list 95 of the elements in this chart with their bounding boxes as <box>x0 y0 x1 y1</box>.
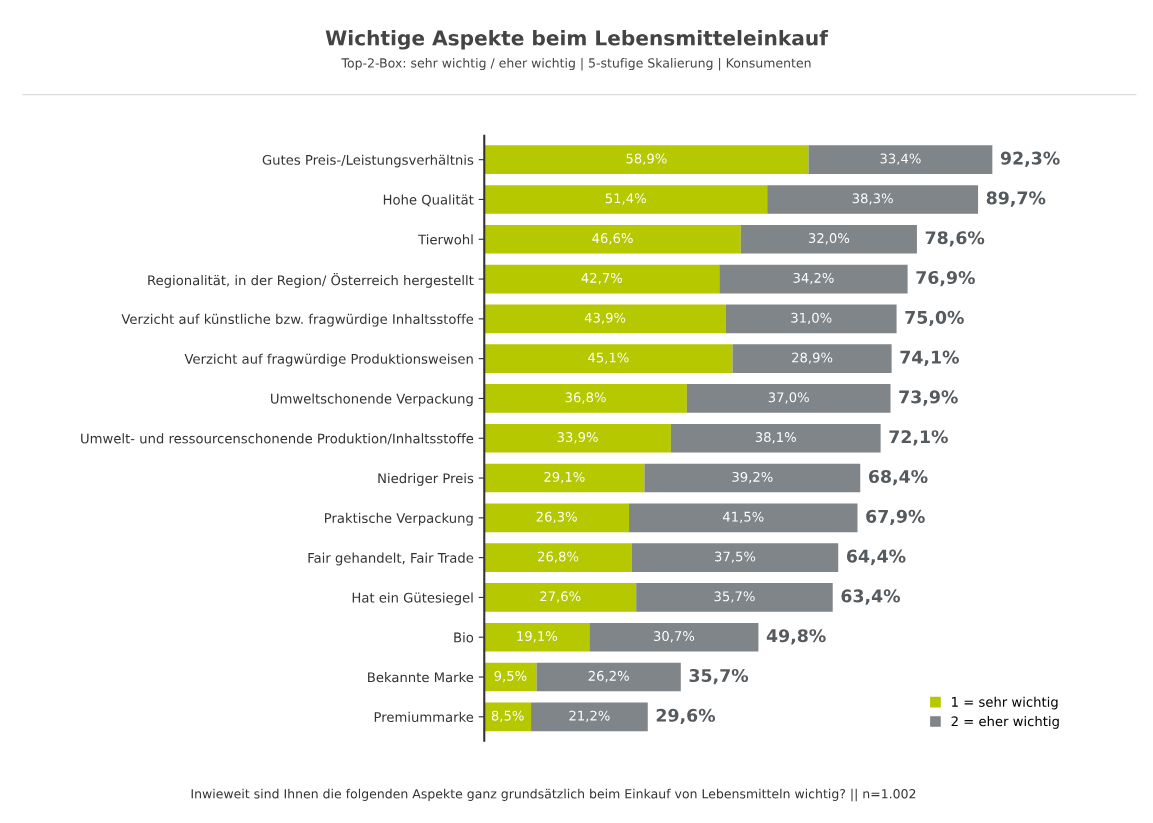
bar <box>484 185 768 214</box>
total-label: 64,4% <box>846 549 906 565</box>
y-tick-label: Niedriger Preis <box>378 473 474 486</box>
bar <box>644 463 861 493</box>
data-label: 29,1% <box>544 471 585 484</box>
data-label: 45,1% <box>588 352 629 364</box>
total-label: 75,0% <box>905 310 964 327</box>
data-label: 26,8% <box>538 551 579 563</box>
y-tick-label: Gutes Preis-/Leistungsverhältnis <box>262 154 474 168</box>
bar <box>686 384 891 413</box>
y-tick-label: Premiummarke <box>374 711 474 723</box>
bar <box>484 662 537 692</box>
total-label: 67,9% <box>866 509 925 526</box>
total-label: 68,4% <box>868 469 928 486</box>
bar <box>484 622 590 652</box>
bar <box>484 583 637 612</box>
total-label: 76,9% <box>916 270 975 287</box>
total-label: 92,3% <box>1000 151 1060 167</box>
y-tick-label: Tierwohl <box>418 234 473 245</box>
total-label: 72,1% <box>889 430 948 446</box>
bar <box>484 304 726 334</box>
data-label: 27,6% <box>540 591 581 603</box>
data-label: 33,4% <box>880 153 921 165</box>
total-label: 29,6% <box>656 708 716 725</box>
data-label: 38,1% <box>755 432 796 444</box>
data-label: 26,2% <box>588 670 629 683</box>
data-label: 46,6% <box>592 233 633 245</box>
bar <box>484 463 645 493</box>
bar <box>536 662 681 692</box>
bar <box>484 224 741 254</box>
y-tick-label: Regionalität, in der Region/ Österreich hergestellt <box>148 273 474 288</box>
data-label: 51,4% <box>605 193 646 205</box>
bar <box>484 344 733 373</box>
bar <box>484 145 809 174</box>
bar <box>484 702 532 732</box>
total-label: 74,1% <box>900 350 959 366</box>
bar <box>767 185 979 214</box>
bar <box>631 543 839 572</box>
bar <box>484 264 720 294</box>
data-label: 42,7% <box>581 272 623 285</box>
bar <box>740 224 917 254</box>
y-tick-label: Bekannte Marke <box>368 672 474 683</box>
y-tick-label: Hohe Qualität <box>383 194 474 207</box>
bar <box>484 423 671 453</box>
data-label: 21,2% <box>569 710 610 722</box>
text: Inwieweit sind Ihnen die folgenden Aspekte ganz grundsätzlich beim Einkauf von Lebensmitteln wichtig? || n=1.002 <box>191 788 916 802</box>
chart-title: Wichtige Aspekte beim Lebensmitteleinkauf <box>325 29 829 50</box>
bar <box>484 384 687 413</box>
data-label: 19,1% <box>517 631 558 643</box>
bar <box>808 145 993 174</box>
data-label: 38,3% <box>852 193 893 205</box>
y-tick-label: Verzicht auf fragwürdige Produktionsweisen <box>184 353 473 367</box>
data-label: 33,9% <box>557 432 598 444</box>
data-label: 37,5% <box>715 551 756 563</box>
y-tick-label: Fair gehandelt, Fair Trade <box>308 552 474 566</box>
data-label: 41,5% <box>722 511 764 524</box>
data-label: 37,0% <box>768 392 809 404</box>
bar <box>589 622 759 652</box>
data-label: 8,5% <box>491 710 524 722</box>
data-label: 32,0% <box>808 233 850 245</box>
bar <box>636 583 833 612</box>
total-label: 63,4% <box>841 589 901 605</box>
data-label: 30,7% <box>653 631 695 643</box>
total-label: 78,6% <box>925 231 985 247</box>
data-label: 28,9% <box>792 352 833 364</box>
data-label: 58,9% <box>626 153 667 165</box>
bar <box>484 543 632 572</box>
bar <box>484 503 630 533</box>
y-tick-label: Umwelt- und ressourcenschonende Produktion/Inhaltsstoffe <box>81 433 474 445</box>
data-label: 36,8% <box>565 392 606 404</box>
bar <box>719 264 908 294</box>
y-tick-label: Praktische Verpackung <box>325 512 473 526</box>
chart-subtitle: Top-2-Box: sehr wichtig / eher wichtig | 5-stufige Skalierung | Konsumenten <box>341 57 811 71</box>
bar <box>531 702 648 732</box>
legend-label: 2 = eher wichtig <box>951 716 1059 729</box>
legend-label: 1 = sehr wichtig <box>952 696 1058 710</box>
bar <box>670 423 881 453</box>
y-tick-label: Hat ein Gütesiegel <box>352 592 473 606</box>
bar <box>732 344 892 373</box>
data-label: 43,9% <box>584 312 626 325</box>
total-label: 73,9% <box>899 390 958 406</box>
y-tick-label: Bio <box>454 632 474 643</box>
total-label: 89,7% <box>986 191 1046 207</box>
total-label: 35,7% <box>689 668 749 685</box>
data-label: 35,7% <box>714 591 755 603</box>
y-tick-label: Umweltschonende Verpackung <box>271 393 473 407</box>
bar <box>629 503 858 533</box>
data-label: 39,2% <box>732 471 773 484</box>
y-tick-label: Verzicht auf künstliche bzw. fragwürdige Inhaltsstoffe <box>121 313 474 327</box>
total-label: 49,8% <box>766 629 826 645</box>
data-label: 34,2% <box>793 272 834 285</box>
data-label: 9,5% <box>494 670 527 683</box>
bar <box>725 304 897 334</box>
data-label: 26,3% <box>536 511 577 524</box>
data-label: 31,0% <box>791 312 832 325</box>
